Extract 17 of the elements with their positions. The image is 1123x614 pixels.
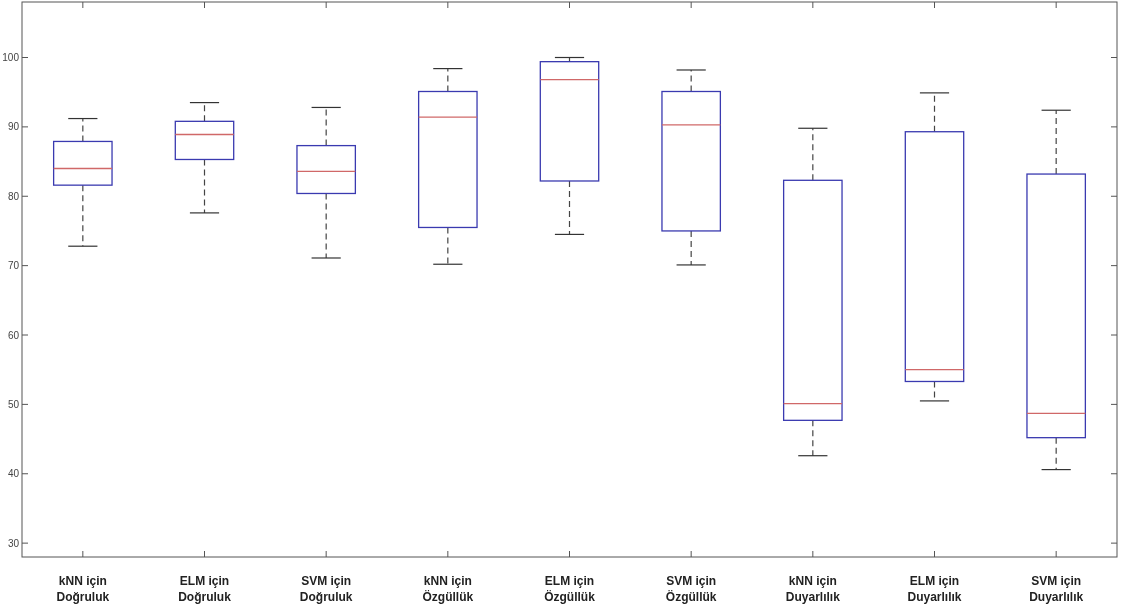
x-tick-label: SVM için Doğruluk xyxy=(299,574,353,605)
y-tick-label: 90 xyxy=(7,121,20,133)
y-tick-label: 100 xyxy=(2,52,20,63)
x-tick-label: SVM için Duyarlılık xyxy=(1029,574,1084,605)
x-tick-label: SVM için Özgüllük xyxy=(665,574,717,605)
y-tick-label: 40 xyxy=(7,468,20,480)
y-tick-label: 30 xyxy=(7,537,20,549)
y-tick-label: 80 xyxy=(7,190,20,202)
y-tick-label: 60 xyxy=(7,329,20,341)
x-tick-label: ELM için Özgüllük xyxy=(544,574,596,605)
x-tick-label: kNN için Özgüllük xyxy=(422,574,474,605)
y-tick-label: 50 xyxy=(7,398,20,410)
y-tick-label: 70 xyxy=(7,260,20,272)
x-tick-label: ELM için Doğruluk xyxy=(178,574,232,605)
x-tick-label: ELM için Duyarlılık xyxy=(907,574,962,605)
x-tick-label: kNN için Doğruluk xyxy=(56,574,110,605)
x-tick-label: kNN için Duyarlılık xyxy=(785,574,841,605)
